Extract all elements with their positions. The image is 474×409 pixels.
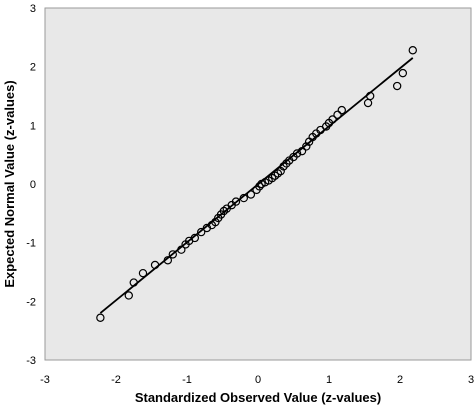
y-tick-label: 1 [30, 120, 36, 132]
data-point [138, 268, 148, 278]
data-point [124, 291, 133, 300]
data-point [292, 149, 302, 158]
data-point [129, 278, 138, 287]
data-point [333, 110, 342, 119]
data-point [392, 81, 402, 91]
x-tick-labels: -3 -2 -1 0 1 2 3 [40, 374, 474, 386]
y-tick-labels: 3 2 1 0 -1 -2 -3 [26, 3, 36, 367]
data-point [297, 146, 307, 156]
x-tick-label: 1 [326, 374, 332, 386]
x-tick-label: 2 [397, 374, 403, 386]
data-point [282, 159, 291, 168]
reference-line [99, 57, 414, 314]
x-tick-label: 3 [468, 374, 474, 386]
x-tick-label: -3 [40, 374, 50, 386]
data-point [398, 68, 408, 78]
data-point [302, 142, 311, 151]
data-point [365, 91, 375, 101]
y-tick-label: 3 [30, 3, 36, 15]
data-point [408, 46, 417, 55]
y-tick-label: 2 [30, 62, 36, 74]
data-point [177, 245, 186, 254]
data-point [231, 197, 241, 206]
x-tick-label: 0 [255, 374, 261, 386]
data-point [96, 313, 105, 322]
y-axis-title: Expected Normal Value (z-values) [2, 80, 17, 287]
data-point [276, 166, 285, 176]
data-point [168, 250, 177, 259]
x-axis-title: Standardized Observed Value (z-values) [135, 390, 381, 405]
data-point [190, 233, 200, 243]
data-point [246, 190, 256, 199]
y-tick-label: -1 [26, 238, 36, 250]
x-tick-label: -2 [111, 374, 121, 386]
data-point [255, 182, 264, 191]
data-point [150, 260, 160, 270]
data-point [196, 227, 206, 237]
data-point [337, 105, 346, 115]
y-tick-label: -3 [26, 355, 36, 367]
data-points [96, 46, 417, 322]
x-tick-label: -1 [182, 374, 192, 386]
data-point [279, 162, 288, 171]
y-tick-label: 0 [30, 179, 36, 191]
data-point [239, 193, 248, 203]
data-point [163, 256, 173, 265]
data-point [328, 115, 337, 124]
y-tick-label: -2 [26, 296, 36, 308]
